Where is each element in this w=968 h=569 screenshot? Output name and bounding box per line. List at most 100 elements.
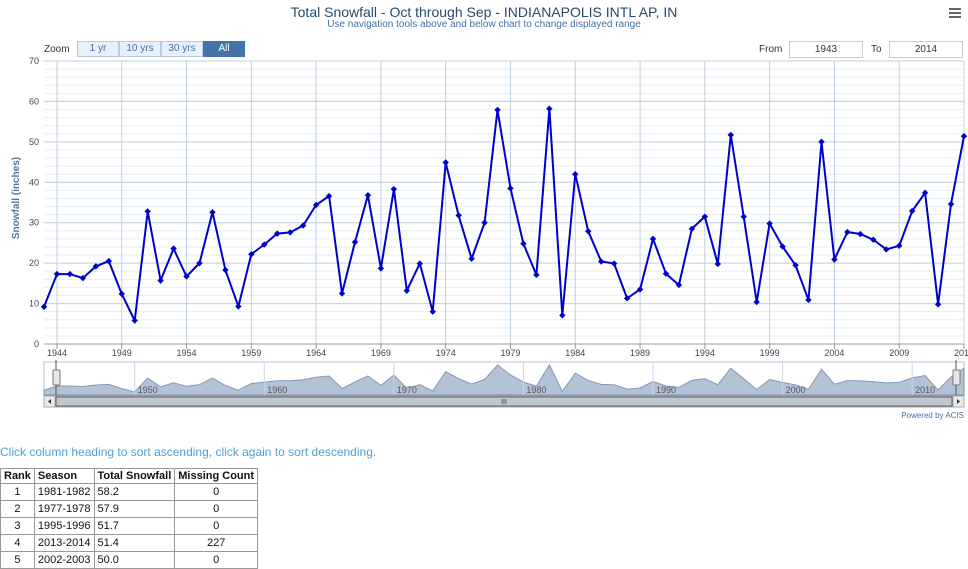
data-point[interactable] bbox=[92, 263, 100, 270]
data-point[interactable] bbox=[597, 258, 605, 265]
data-point[interactable] bbox=[66, 270, 74, 278]
data-point[interactable] bbox=[325, 192, 333, 200]
data-point[interactable] bbox=[248, 251, 255, 258]
data-point[interactable] bbox=[831, 256, 838, 263]
data-point[interactable] bbox=[79, 274, 87, 282]
data-point[interactable] bbox=[261, 241, 268, 248]
navigator-tick-label: 1990 bbox=[656, 385, 676, 395]
column-header-season[interactable]: Season bbox=[33, 468, 95, 484]
data-point[interactable] bbox=[649, 235, 657, 243]
data-point[interactable] bbox=[338, 290, 346, 297]
data-point[interactable] bbox=[53, 270, 61, 278]
navigator-right-handle[interactable] bbox=[952, 360, 961, 395]
data-point[interactable] bbox=[455, 212, 462, 219]
scroll-left-button[interactable] bbox=[43, 395, 56, 408]
handle-grip bbox=[52, 369, 61, 386]
data-point[interactable] bbox=[947, 200, 955, 208]
data-point[interactable] bbox=[662, 270, 670, 277]
data-point[interactable] bbox=[921, 189, 929, 196]
zoom-1yr-button[interactable]: 1 yr bbox=[77, 41, 119, 57]
data-point[interactable] bbox=[675, 281, 683, 289]
data-point[interactable] bbox=[714, 260, 722, 268]
data-point[interactable] bbox=[105, 257, 112, 265]
data-point[interactable] bbox=[753, 298, 760, 306]
data-point[interactable] bbox=[883, 246, 890, 253]
data-point[interactable] bbox=[364, 192, 372, 199]
data-point[interactable] bbox=[183, 273, 190, 280]
data-point[interactable] bbox=[585, 228, 592, 235]
data-point[interactable] bbox=[299, 222, 307, 229]
data-point[interactable] bbox=[235, 303, 242, 310]
data-point[interactable] bbox=[170, 245, 177, 252]
chart-subtitle: Use navigation tools above and below cha… bbox=[327, 19, 641, 30]
data-point[interactable] bbox=[636, 286, 644, 293]
data-point[interactable] bbox=[960, 132, 968, 140]
rank-cell: 2 bbox=[0, 500, 35, 518]
scroll-right-button[interactable] bbox=[952, 395, 965, 408]
zoom-10yrs-button[interactable]: 10 yrs bbox=[119, 41, 161, 57]
data-point[interactable] bbox=[222, 266, 229, 274]
menu-icon[interactable] bbox=[949, 8, 961, 18]
data-point[interactable] bbox=[688, 225, 696, 232]
data-point[interactable] bbox=[623, 295, 631, 302]
data-point[interactable] bbox=[896, 242, 903, 249]
data-point[interactable] bbox=[766, 220, 773, 227]
data-point[interactable] bbox=[377, 265, 385, 272]
data-point[interactable] bbox=[740, 213, 747, 220]
from-year-input[interactable] bbox=[789, 41, 863, 58]
data-point[interactable] bbox=[209, 209, 216, 216]
data-point[interactable] bbox=[416, 260, 423, 267]
y-tick-label: 20 bbox=[29, 258, 39, 268]
data-point[interactable] bbox=[844, 228, 851, 236]
data-point[interactable] bbox=[131, 317, 138, 324]
data-point[interactable] bbox=[857, 230, 864, 238]
data-point[interactable] bbox=[779, 243, 786, 250]
data-point[interactable] bbox=[390, 185, 398, 193]
data-point[interactable] bbox=[870, 236, 877, 243]
data-point[interactable] bbox=[144, 208, 151, 215]
zoom-30yrs-button[interactable]: 30 yrs bbox=[161, 41, 203, 57]
data-point[interactable] bbox=[157, 277, 164, 284]
data-point[interactable] bbox=[507, 185, 514, 192]
column-header-missing-count[interactable]: Missing Count bbox=[174, 468, 259, 484]
data-point[interactable] bbox=[196, 259, 203, 267]
zoom-all-button[interactable]: All bbox=[203, 41, 245, 57]
data-point[interactable] bbox=[118, 290, 125, 298]
column-header-total-snowfall[interactable]: Total Snowfall bbox=[93, 468, 176, 484]
data-point[interactable] bbox=[494, 106, 501, 114]
data-point[interactable] bbox=[351, 238, 359, 246]
data-point[interactable] bbox=[792, 261, 799, 269]
data-point[interactable] bbox=[481, 219, 488, 226]
scrollbar-thumb[interactable] bbox=[55, 396, 953, 407]
data-point[interactable] bbox=[274, 230, 281, 237]
snowfall-cell: 58.2 bbox=[93, 483, 176, 501]
y-tick-label: 0 bbox=[34, 339, 39, 349]
data-point[interactable] bbox=[610, 260, 618, 267]
data-point[interactable] bbox=[818, 138, 825, 146]
navigator-tick-label: 1950 bbox=[138, 385, 158, 395]
data-point[interactable] bbox=[468, 255, 475, 262]
data-point[interactable] bbox=[546, 105, 553, 112]
y-tick-label: 50 bbox=[29, 137, 39, 147]
x-tick-label: 2014 bbox=[954, 348, 968, 358]
data-point[interactable] bbox=[727, 131, 734, 139]
y-tick-label: 70 bbox=[29, 56, 39, 66]
column-header-rank[interactable]: Rank bbox=[0, 468, 35, 484]
navigator-left-handle[interactable] bbox=[52, 360, 61, 395]
data-point[interactable] bbox=[403, 287, 411, 294]
data-point[interactable] bbox=[40, 303, 48, 311]
data-point[interactable] bbox=[520, 240, 527, 247]
data-point[interactable] bbox=[286, 229, 294, 236]
data-point[interactable] bbox=[559, 312, 566, 319]
data-point[interactable] bbox=[429, 308, 436, 315]
navigator-tick-label: 2010 bbox=[915, 385, 935, 395]
data-point[interactable] bbox=[442, 159, 449, 166]
data-point[interactable] bbox=[312, 201, 320, 209]
data-point[interactable] bbox=[805, 296, 812, 304]
data-point[interactable] bbox=[533, 271, 540, 279]
data-point[interactable] bbox=[908, 207, 916, 215]
to-year-input[interactable] bbox=[889, 41, 963, 58]
data-point[interactable] bbox=[701, 213, 709, 220]
data-point[interactable] bbox=[934, 301, 942, 308]
data-point[interactable] bbox=[572, 171, 579, 178]
